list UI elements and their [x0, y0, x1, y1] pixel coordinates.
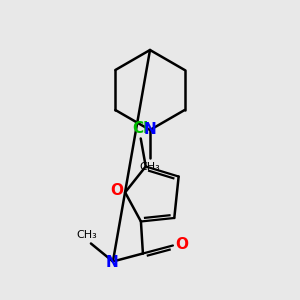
Text: N: N — [144, 122, 156, 136]
Text: Cl: Cl — [133, 121, 149, 136]
Text: N: N — [106, 255, 118, 270]
Text: O: O — [176, 237, 188, 252]
Text: O: O — [111, 183, 124, 198]
Text: CH₃: CH₃ — [140, 162, 160, 172]
Text: CH₃: CH₃ — [76, 230, 97, 241]
